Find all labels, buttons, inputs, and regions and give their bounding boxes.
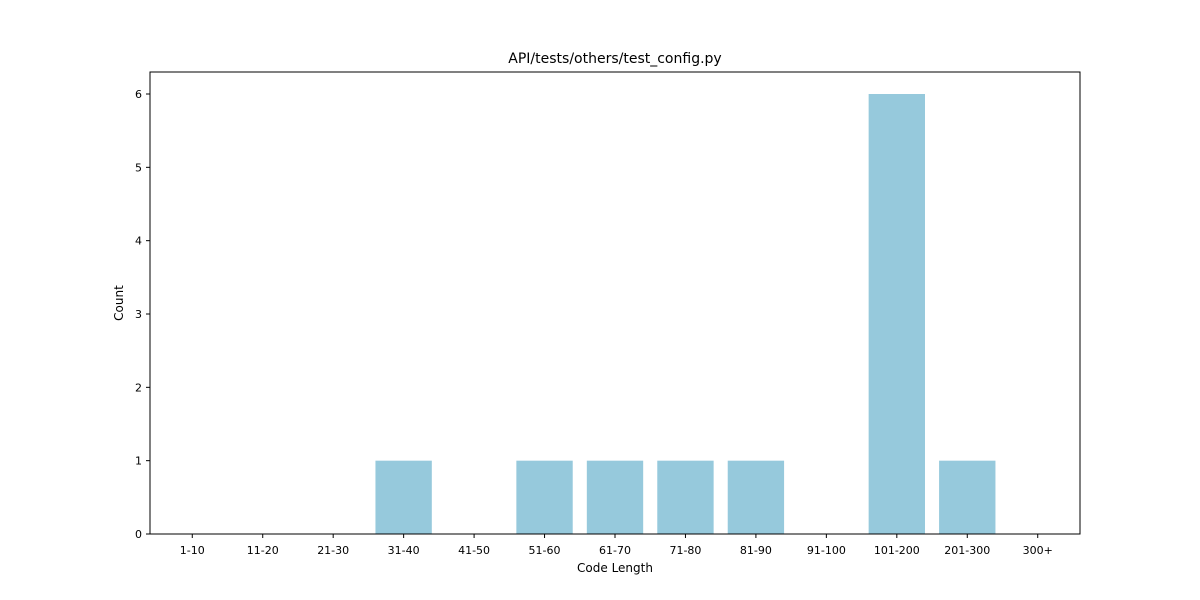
bar-31-40 (375, 460, 432, 534)
y-tick-label: 0 (135, 528, 142, 541)
x-tick-label: 31-40 (388, 544, 420, 557)
x-tick-label: 101-200 (874, 544, 920, 557)
bar-201-300 (939, 460, 996, 534)
y-tick-label: 4 (135, 235, 142, 248)
y-tick-label: 2 (135, 381, 142, 394)
y-tick-label: 6 (135, 88, 142, 101)
x-tick-label: 61-70 (599, 544, 631, 557)
plot-frame (149, 71, 1081, 535)
x-axis-ticks: 1-10 11-20 21-30 31-40 41-50 51-60 61-70 71-80 8… (180, 534, 1053, 557)
chart-title: API/tests/others/test_config.py (508, 51, 721, 67)
bars-group (375, 94, 996, 534)
bar-101-200 (868, 94, 925, 534)
x-tick-label: 201-300 (944, 544, 990, 557)
y-tick-label: 1 (135, 455, 142, 468)
x-tick-label: 300+ (1023, 544, 1053, 557)
y-tick-label: 5 (135, 161, 142, 174)
bar-51-60 (516, 460, 573, 534)
x-tick-label: 1-10 (180, 544, 205, 557)
x-tick-label: 81-90 (740, 544, 772, 557)
y-axis-ticks: 0 1 2 3 4 5 6 (135, 88, 150, 541)
bar-61-70 (586, 460, 644, 534)
y-axis-label: Count (112, 285, 126, 321)
x-tick-label: 71-80 (669, 544, 701, 557)
x-tick-label: 21-30 (317, 544, 349, 557)
x-tick-label: 11-20 (247, 544, 279, 557)
x-tick-label: 41-50 (458, 544, 490, 557)
bar-71-80 (657, 460, 714, 534)
bar-81-90 (727, 460, 785, 534)
x-tick-label: 91-100 (807, 544, 846, 557)
x-tick-label: 51-60 (529, 544, 561, 557)
x-axis-label: Code Length (577, 561, 653, 575)
y-tick-label: 3 (135, 308, 142, 321)
